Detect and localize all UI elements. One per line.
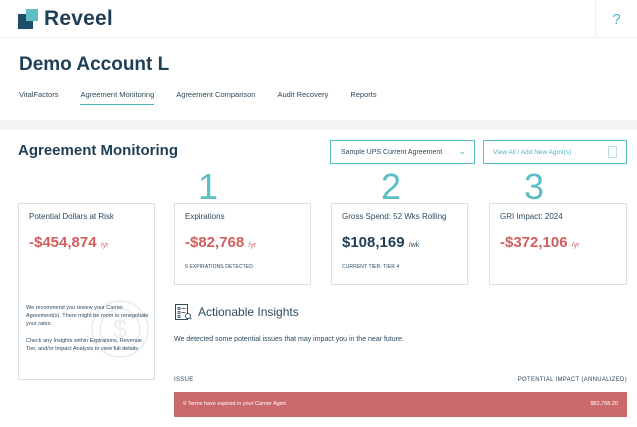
card-label: Gross Spend: 52 Wks Rolling (342, 212, 447, 221)
expirations-card[interactable]: Expirations -$82,768 /yr 9 EXPIRATIONS D… (174, 203, 311, 285)
dollars-at-risk-value: -$454,874 /yr (29, 234, 109, 251)
agreement-select-value: Sample UPS Current Agreement (341, 148, 443, 156)
logo-text: Reveel (44, 7, 113, 30)
nav-tab-vitalfactors[interactable]: VitalFactors (19, 90, 59, 99)
dollars-at-risk-unit: /yr (100, 242, 109, 249)
insights-title: Actionable Insights (198, 305, 299, 319)
view-all-add-agreement-button[interactable]: View All / Add New Agmt(s) (483, 140, 627, 164)
card-value: $108,169 /wk (342, 234, 420, 251)
step-number-2: 2 (381, 166, 402, 207)
svg-text:$: $ (113, 314, 128, 344)
reveel-logo[interactable]: Reveel (18, 7, 113, 31)
document-icon (608, 146, 617, 158)
dollars-at-risk-card: Potential Dollars at Risk -$454,874 /yr … (18, 203, 155, 380)
chevron-down-icon: ⌄ (458, 146, 466, 156)
main-nav: VitalFactors Agreement Monitoring Agreem… (19, 90, 399, 105)
help-button[interactable]: ? (595, 0, 637, 38)
card-subtext: CURRENT TIER: TIER 4 (342, 264, 400, 270)
account-name: Demo Account L (19, 54, 170, 75)
agreement-select[interactable]: Sample UPS Current Agreement ⌄ (330, 140, 475, 164)
issue-impact-amount: $82,768.20 (590, 401, 618, 407)
nav-tab-agreement-comparison[interactable]: Agreement Comparison (176, 90, 256, 99)
card-label: Expirations (185, 212, 225, 221)
nav-tab-agreement-monitoring[interactable]: Agreement Monitoring (80, 90, 155, 105)
gri-impact-card[interactable]: GRI Impact: 2024 -$372,106 /yr (489, 203, 627, 285)
main-panel: Agreement Monitoring Sample UPS Current … (0, 130, 637, 427)
reveel-logo-mark-icon (18, 9, 38, 29)
step-number-3: 3 (524, 166, 545, 207)
card-label: GRI Impact: 2024 (500, 212, 563, 221)
step-number-1: 1 (198, 166, 219, 207)
card-value: -$372,106 /yr (500, 234, 580, 251)
card-subtext: 9 EXPIRATIONS DETECTED (185, 264, 253, 270)
dollars-at-risk-check-insights: Check any Insights within Expirations, R… (26, 338, 142, 352)
gross-spend-card[interactable]: Gross Spend: 52 Wks Rolling $108,169 /wk… (331, 203, 468, 285)
insights-checklist-icon (175, 304, 192, 320)
issue-row[interactable]: 9 Terms have expired in your Carrier Agm… (174, 392, 627, 417)
impact-column-header: POTENTIAL IMPACT (ANNUALIZED) (517, 377, 627, 383)
account-header: Demo Account L VitalFactors Agreement Mo… (0, 38, 637, 120)
issue-column-header: ISSUE (174, 377, 194, 383)
card-value: -$82,768 /yr (185, 234, 257, 251)
dollar-circle-icon: $ (85, 300, 149, 358)
dollars-at-risk-label: Potential Dollars at Risk (29, 212, 114, 221)
dollars-at-risk-recommendation: We recommend you review your Carrier Agr… (26, 305, 149, 327)
view-all-label: View All / Add New Agmt(s) (493, 148, 572, 156)
nav-tab-reports[interactable]: Reports (350, 90, 377, 99)
nav-tab-audit-recovery[interactable]: Audit Recovery (277, 90, 329, 99)
insights-description: We detected some potential issues that m… (174, 336, 404, 343)
issue-text: 9 Terms have expired in your Carrier Agm… (183, 401, 286, 407)
page-title: Agreement Monitoring (18, 142, 178, 159)
top-bar: Reveel ? (0, 0, 637, 38)
